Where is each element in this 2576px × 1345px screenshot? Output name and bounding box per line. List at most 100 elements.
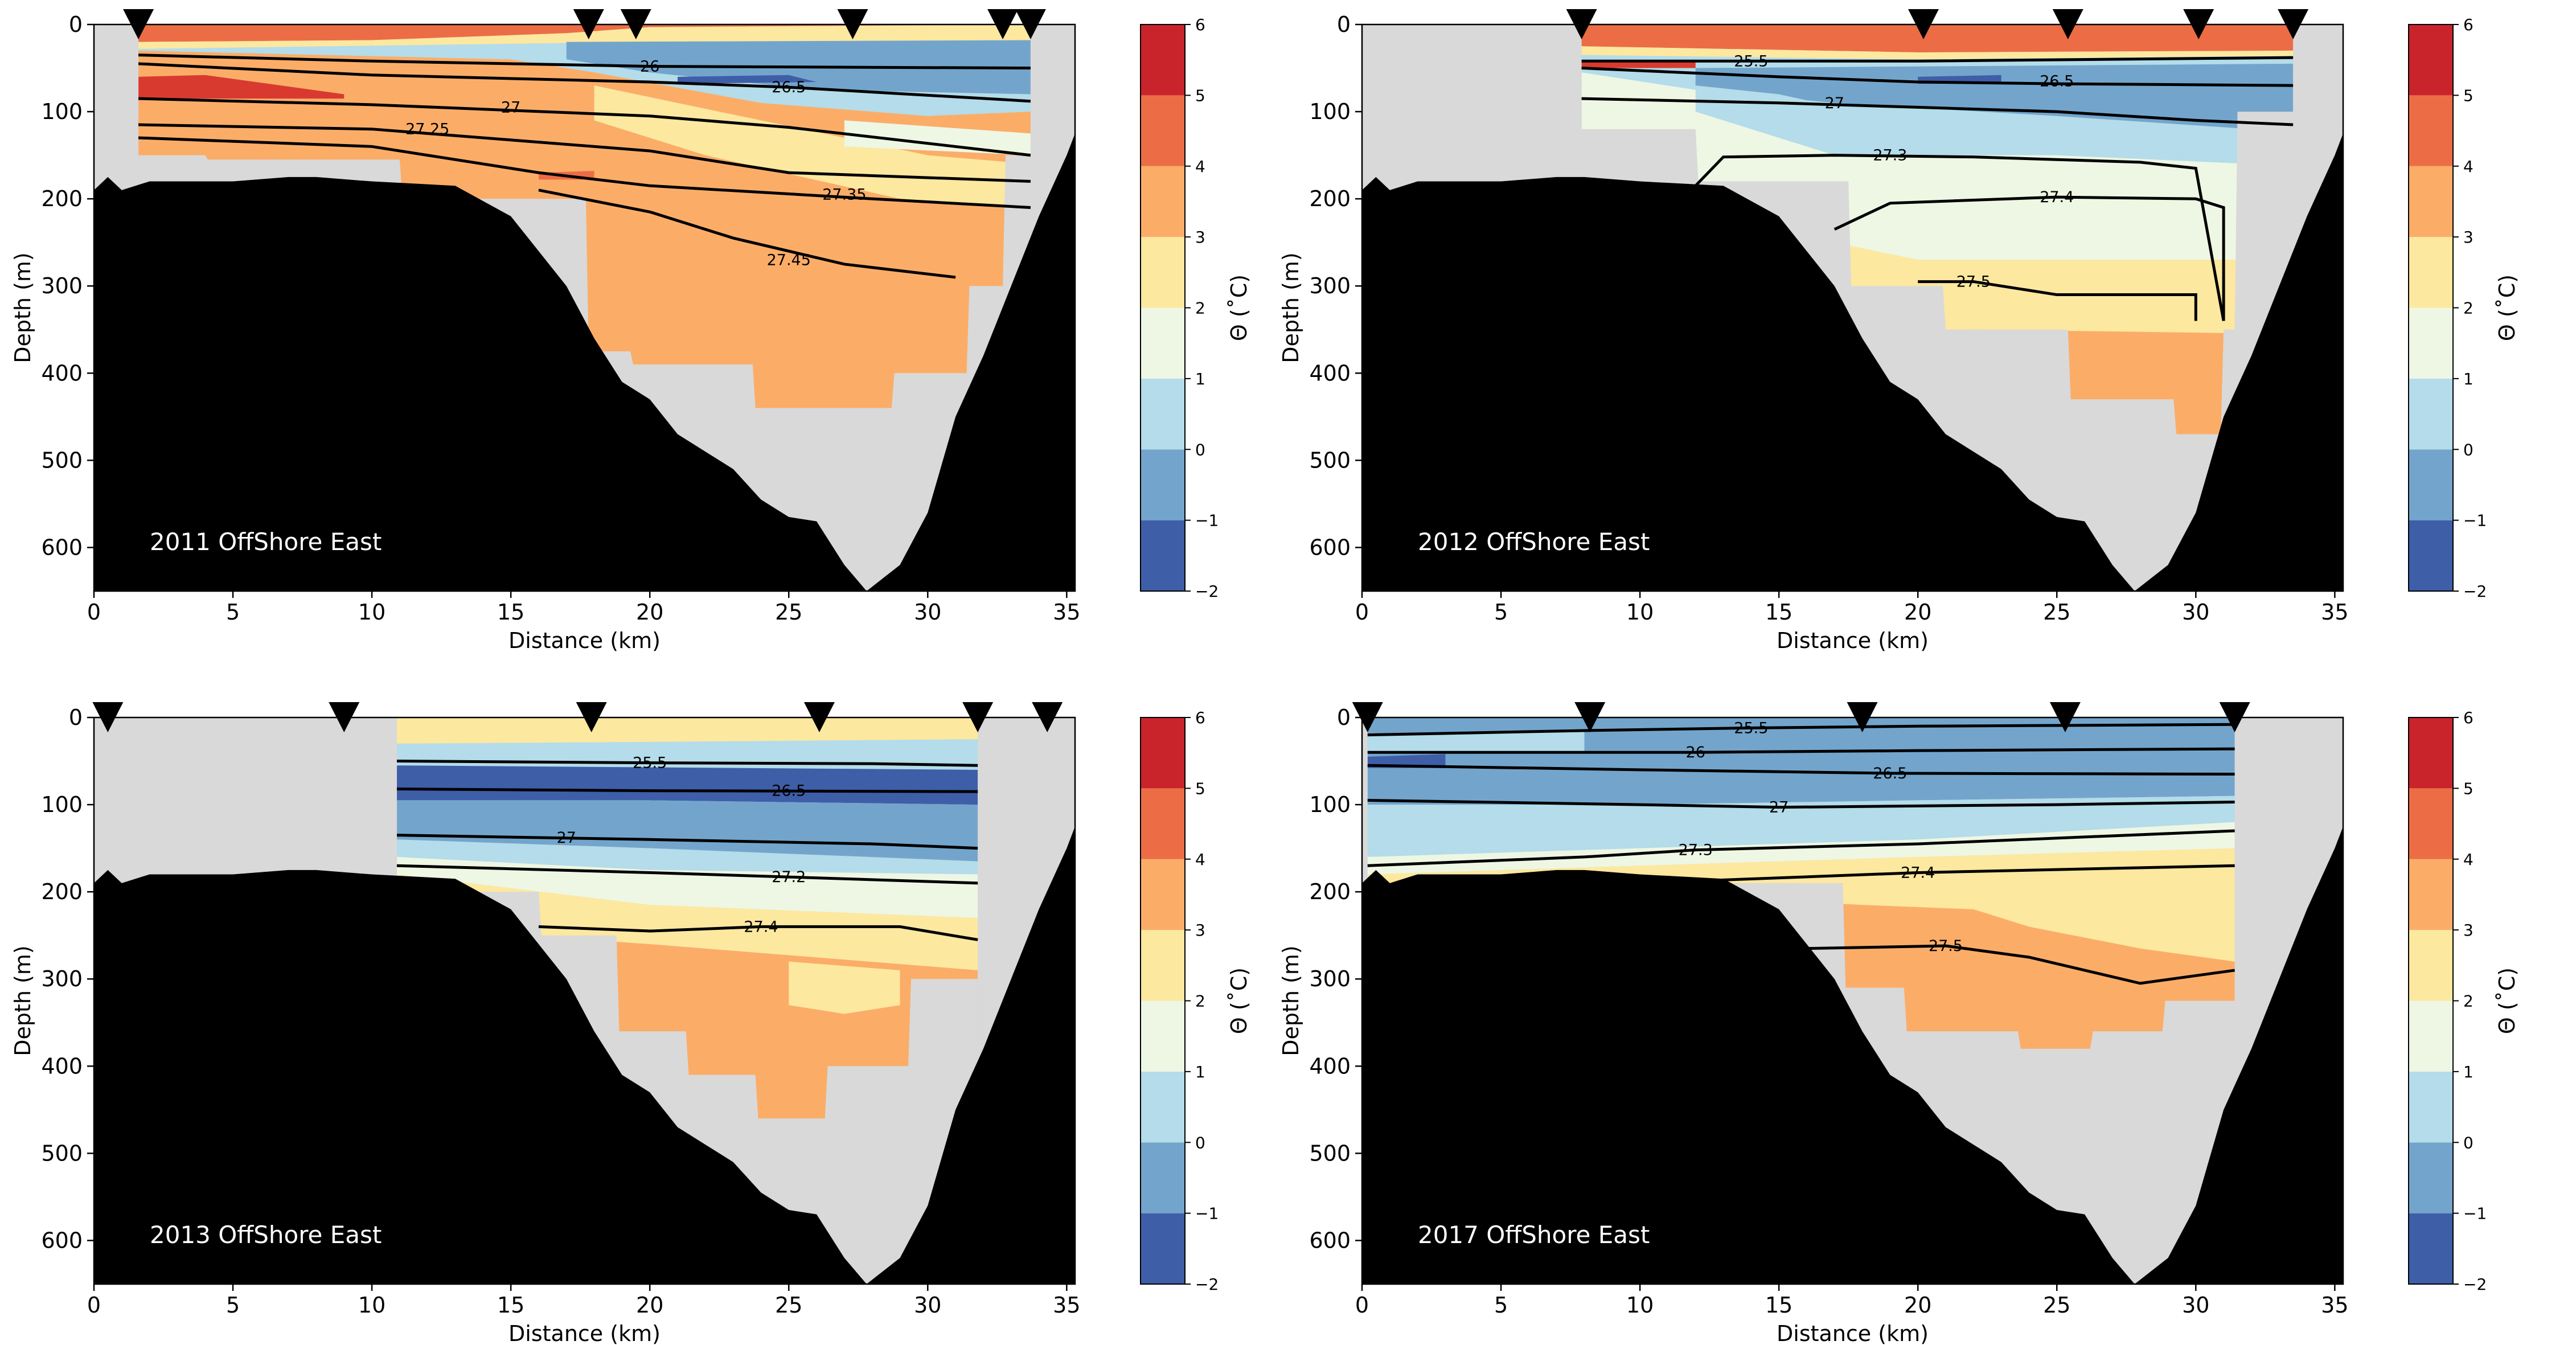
isopycnal-label: 26.5	[2040, 73, 2074, 91]
colorbar-tick-label: −2	[2463, 1275, 2487, 1294]
colorbar-tick-label: 6	[2463, 708, 2474, 727]
colorbar: −2 −1 0 1 2 3 4 5 6 Θ (˚C)	[1140, 708, 1252, 1294]
isopycnal-label: 26.5	[772, 782, 806, 800]
colorbar: −2 −1 0 1 2 3 4 5 6 Θ (˚C)	[2408, 708, 2520, 1294]
colorbar-tick-label: −2	[1195, 582, 1219, 601]
colorbar-bin	[2409, 930, 2453, 1001]
isopycnal-label: 27	[1825, 95, 1844, 112]
colorbar-bin	[1141, 378, 1185, 450]
plot-area: 25.5 26 26.5 27 27.3 27.4 27.5	[1362, 717, 2343, 1284]
panel-label: 2011 OffShore East	[150, 528, 382, 556]
colorbar-tick-label: −1	[2463, 1204, 2487, 1223]
isopycnal-line	[1367, 747, 2235, 754]
y-tick-label: 300	[41, 966, 83, 991]
isopycnal-label: 27.5	[1956, 273, 1991, 291]
colorbar-bin	[2409, 237, 2453, 308]
isopycnal-label: 27.5	[1929, 937, 1963, 955]
temperature-patch	[138, 75, 344, 99]
y-tick-label: 600	[41, 535, 83, 560]
colorbar-bin	[1141, 520, 1185, 591]
y-tick-label: 200	[41, 186, 83, 211]
isopycnal-label: 25.5	[1734, 719, 1768, 737]
colorbar-tick-label: 4	[1195, 157, 1205, 176]
plot-area: 26 26.5 27 27.25 27.35 27.45	[94, 24, 1075, 591]
temperature-patch	[678, 75, 817, 84]
bathymetry-land	[1362, 826, 2343, 1284]
colorbar-bin	[2409, 1071, 2453, 1143]
isopycnal-line	[538, 925, 978, 941]
colorbar-bin	[1141, 449, 1185, 520]
y-tick-label: 400	[1309, 360, 1351, 386]
plot-frame	[93, 23, 1076, 592]
colorbar-bin	[2409, 307, 2453, 379]
x-tick-label: 30	[914, 1293, 941, 1318]
isopycnal-line	[138, 62, 1031, 103]
temperature-band	[1367, 795, 2235, 857]
y-tick-label: 400	[41, 1053, 83, 1079]
isopycnal-line	[538, 188, 956, 279]
temperature-patch	[844, 120, 1031, 155]
colorbar-tick-label: 6	[1195, 15, 1205, 34]
colorbar-bin	[1141, 717, 1185, 789]
y-tick-label: 300	[1309, 966, 1351, 991]
x-tick-label: 35	[2321, 1293, 2348, 1318]
isopycnal-label: 27.4	[1901, 864, 1935, 881]
x-tick-label: 35	[2321, 600, 2348, 625]
colorbar-bin	[2409, 1000, 2453, 1072]
colorbar-tick-label: 0	[1195, 440, 1205, 459]
colorbar-bin	[2409, 859, 2453, 930]
isopycnal-label: 26.5	[1873, 765, 1907, 782]
isopycnals: 25.5 26.5 27 27.2 27.4	[396, 754, 978, 941]
colorbar-tick-label: 4	[2463, 157, 2474, 176]
panel-label: 2012 OffShore East	[1418, 528, 1650, 556]
colorbar-bin	[2409, 24, 2453, 96]
y-tick-label: 500	[41, 1141, 83, 1166]
isopycnal-label: 27.25	[405, 121, 449, 138]
isopycnal-label: 27.3	[1873, 147, 1907, 165]
temperature-patch	[1367, 730, 1585, 753]
temperature-band	[397, 874, 978, 970]
x-tick-label: 25	[775, 1293, 802, 1318]
temperature-band	[397, 856, 978, 918]
plot-frame	[1361, 23, 2344, 592]
x-axis-label: Distance (km)	[508, 628, 661, 653]
x-tick-label: 5	[226, 600, 240, 625]
colorbar-bin	[2409, 378, 2453, 450]
isopycnal-line	[397, 788, 978, 793]
isopycnal-label: 26.5	[772, 79, 806, 96]
colorbar-bin	[2409, 1142, 2453, 1213]
isopycnal-line	[1367, 764, 2235, 776]
colorbar-bin	[1141, 859, 1185, 930]
panel-label: 2017 OffShore East	[1418, 1221, 1650, 1249]
temperature-band	[397, 800, 978, 862]
isopycnal-line	[1806, 944, 2235, 985]
panel-2012-offshore-east: 25.5 26.5 27 27.3 27.4 27.5 2012 OffShore East…	[1278, 9, 2520, 653]
y-tick-label: 200	[41, 879, 83, 904]
colorbar-bin	[1141, 788, 1185, 859]
isopycnal-label: 27.3	[1679, 842, 1713, 859]
y-tick-label: 0	[69, 12, 83, 37]
y-tick-label: 100	[41, 792, 83, 817]
colorbar-bin	[1141, 1142, 1185, 1213]
colorbar-tick-label: −2	[1195, 1275, 1219, 1294]
colorbar-bin	[2409, 449, 2453, 520]
colorbar-tick-label: −2	[2463, 582, 2487, 601]
colorbar-tick-label: 2	[2463, 992, 2474, 1011]
bathymetry-land	[94, 826, 1075, 1284]
colorbar-bin	[1141, 166, 1185, 237]
colorbar-tick-label: 0	[2463, 1133, 2474, 1152]
colorbar-tick-label: 2	[2463, 299, 2474, 318]
y-tick-label: 100	[1309, 792, 1351, 817]
colorbar-tick-label: 3	[1195, 228, 1205, 247]
colorbar-tick-label: 4	[1195, 850, 1205, 869]
colorbar-bin	[1141, 307, 1185, 379]
colorbar-tick-label: 3	[2463, 921, 2474, 940]
temperature-band	[1367, 717, 2235, 805]
x-tick-label: 20	[636, 600, 663, 625]
temperature-patch	[1695, 89, 2251, 164]
colorbar-tick-label: −1	[2463, 511, 2487, 530]
colorbar-bin	[2409, 1213, 2453, 1284]
colorbar-tick-label: 5	[2463, 779, 2474, 798]
